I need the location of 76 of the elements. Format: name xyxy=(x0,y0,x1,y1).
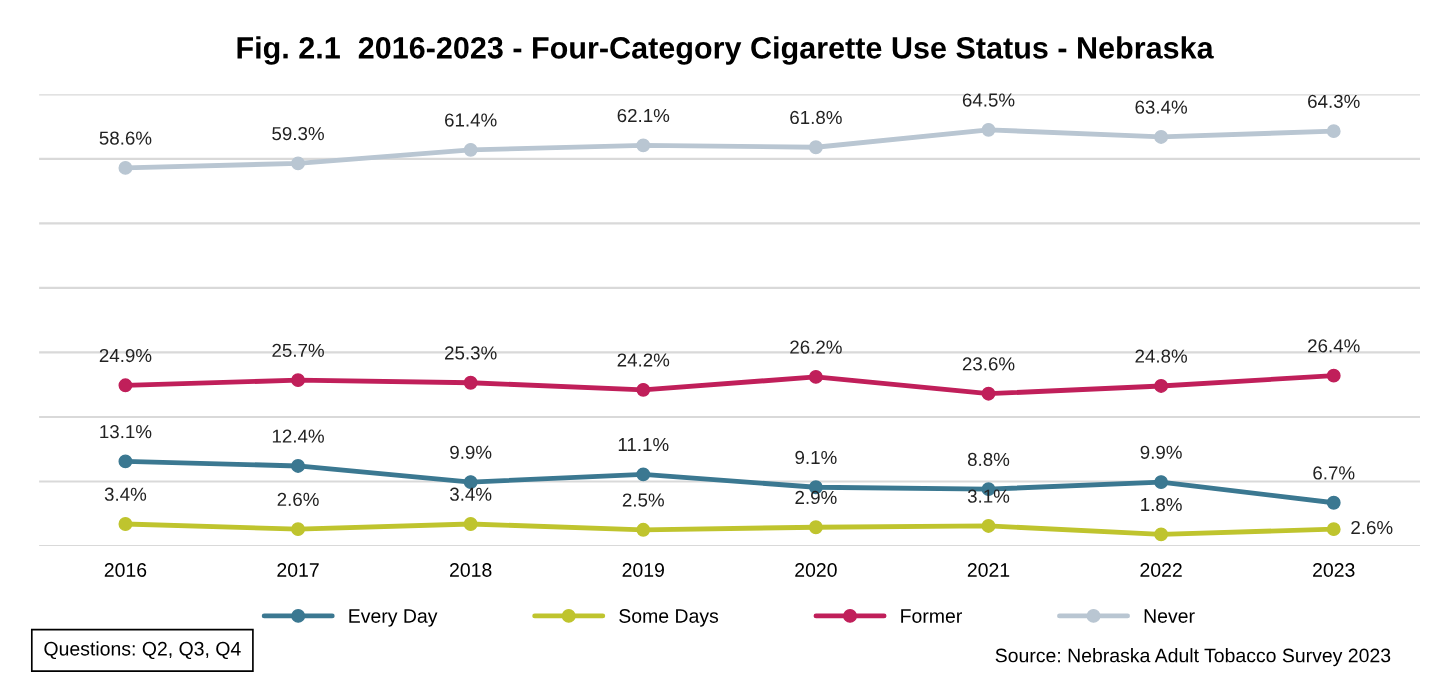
point xyxy=(1154,379,1169,393)
data-label: 63.4% xyxy=(1135,100,1188,114)
data-label: 12.4% xyxy=(272,429,324,443)
data-label: 9.9% xyxy=(450,445,492,459)
x-tick-label: 2022 xyxy=(1140,563,1182,577)
data-label: 25.3% xyxy=(445,346,497,360)
data-label: 25.7% xyxy=(272,343,324,357)
data-label: 13.1% xyxy=(100,425,152,439)
data-label: 26.4% xyxy=(1308,339,1360,353)
point xyxy=(636,138,651,153)
point xyxy=(636,522,651,537)
point xyxy=(463,142,478,157)
data-label: 1.8% xyxy=(1141,497,1182,512)
point xyxy=(1154,527,1169,542)
data-label: 24.8% xyxy=(1135,349,1188,363)
data-label: 23.6% xyxy=(962,357,1015,371)
point xyxy=(118,517,133,531)
point xyxy=(981,122,996,137)
chart-title: Fig. 2.1 2016-2023 - Four-Category Cigarette Use Status - Nebraska xyxy=(237,36,1214,65)
point xyxy=(1326,495,1341,510)
legend-label: Former xyxy=(901,609,962,623)
point xyxy=(118,378,133,393)
point xyxy=(981,386,996,401)
point xyxy=(1326,124,1341,139)
x-tick-label: 2020 xyxy=(795,563,837,577)
data-label: 64.5% xyxy=(962,93,1015,107)
point xyxy=(808,140,823,155)
x-tick-label: 2023 xyxy=(1313,563,1355,577)
data-label: 58.6% xyxy=(99,131,152,145)
point xyxy=(291,156,305,171)
x-tick-label: 2018 xyxy=(450,563,492,577)
data-label: 2.6% xyxy=(277,492,319,507)
text: Questions: Q2, Q3, Q4 xyxy=(44,641,241,660)
data-label: 9.9% xyxy=(1140,445,1182,459)
data-label: 3.1% xyxy=(967,489,1010,503)
point xyxy=(463,517,478,531)
data-label: 26.2% xyxy=(790,340,842,354)
point xyxy=(1326,522,1341,537)
data-label: 11.1% xyxy=(618,437,669,452)
data-label: 9.1% xyxy=(795,450,837,465)
point xyxy=(291,522,305,537)
data-label: 62.1% xyxy=(617,108,670,123)
point xyxy=(291,459,305,473)
data-label: 8.8% xyxy=(967,452,1010,467)
data-label: 2.9% xyxy=(795,490,837,505)
data-label: 61.8% xyxy=(790,110,842,125)
data-label: 61.4% xyxy=(445,113,497,127)
legend-label: Some Days xyxy=(619,609,719,627)
data-label: 64.3% xyxy=(1308,94,1360,108)
data-label: 6.7% xyxy=(1313,466,1355,480)
point xyxy=(981,518,996,533)
x-tick-label: 2019 xyxy=(622,563,664,577)
data-label: 2.5% xyxy=(622,493,664,507)
data-label: 24.9% xyxy=(99,348,152,363)
x-tick-label: 2016 xyxy=(104,563,147,577)
point xyxy=(808,369,823,384)
point xyxy=(118,454,133,469)
data-label: 3.4% xyxy=(450,487,492,501)
source-note: Source: Nebraska Adult Tobacco Survey 2023 xyxy=(995,648,1391,667)
point xyxy=(636,467,651,482)
data-label: 3.4% xyxy=(104,487,147,501)
point xyxy=(1154,129,1169,144)
legend-label: Never xyxy=(1144,609,1195,623)
legend-label: Every Day xyxy=(349,609,438,627)
point xyxy=(118,160,133,175)
x-tick-label: 2017 xyxy=(277,563,319,577)
point xyxy=(1154,475,1169,490)
point xyxy=(636,382,651,397)
point xyxy=(463,375,478,390)
x-tick-label: 2021 xyxy=(967,563,1010,577)
point xyxy=(808,520,823,535)
point xyxy=(291,373,305,388)
data-label: 2.6% xyxy=(1351,520,1393,535)
point xyxy=(1326,368,1341,383)
data-label: 59.3% xyxy=(272,126,324,141)
data-label: 24.2% xyxy=(617,353,670,367)
